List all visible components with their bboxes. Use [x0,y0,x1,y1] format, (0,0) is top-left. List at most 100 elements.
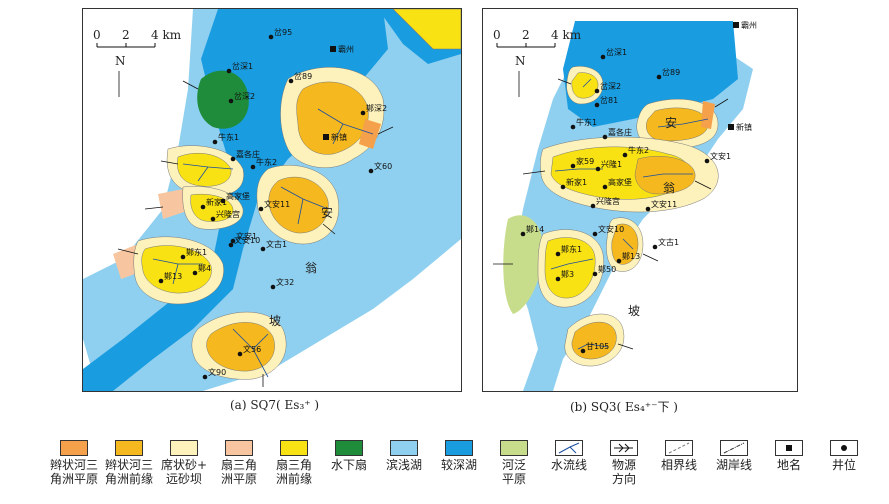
svg-text:4 km: 4 km [551,28,582,42]
well-label: 兴隆宫 [596,196,620,206]
well-marker [656,74,662,80]
swatch-braided-delta-plain [60,440,88,456]
well-label: 文安1 [236,231,257,241]
well-marker [594,102,600,108]
well-marker [555,251,561,257]
legend-label: 辫状河三 角洲前缘 [104,458,153,486]
well-label: 牛东2 [256,157,277,167]
well-label: 鄚4 [198,263,211,273]
well-label: 文32 [276,277,294,287]
place-marker [330,46,336,52]
well-marker [202,374,208,380]
legend-label: 物源 方向 [611,458,636,486]
well-marker [704,158,710,164]
well-marker [616,258,622,264]
lake-shoreline-icon [720,440,748,456]
swatch-floodplain [500,440,528,456]
well-label: 高家堡 [608,177,632,187]
water-body-label: 坡 [628,304,640,318]
svg-text:2: 2 [522,28,530,42]
legend-label: 辫状河三 角洲平原 [49,458,98,486]
well-marker [220,198,226,204]
legend-label: 相界线 [660,458,697,472]
swatch-braided-delta-front [115,440,143,456]
legend-item: 辫状河三 角洲前缘 [95,440,163,486]
well-marker [595,166,601,172]
place-marker [728,124,734,130]
well-label: 兴隆宫 [216,209,240,219]
legend-label: 扇三角 洲平原 [220,458,257,486]
well-label: 文古1 [266,239,287,249]
well-label: 鄚3 [561,269,574,279]
svg-text:4 km: 4 km [151,28,182,42]
well-marker [210,216,216,222]
well-marker [226,68,232,74]
well-label: 文安11 [264,199,290,209]
well-marker [268,34,274,40]
well-marker [580,348,586,354]
scale-bar: 0 2 4 km [93,28,182,48]
well-label: 文56 [243,344,261,354]
well-label: 文古1 [658,237,679,247]
north-arrow: N [515,54,526,97]
water-body-label: 坡 [269,314,281,328]
well-label: 岔深2 [234,91,255,101]
well-label: 鄚50 [598,264,616,274]
well-marker [592,271,598,277]
well-marker [590,203,596,209]
legend: 辫状河三 角洲平原 辫状河三 角洲前缘 席状砂+ 远砂坝 扇三角 洲平原 扇三角 洲前缘… [40,440,880,500]
well-marker [250,164,256,170]
north-arrow: N [115,54,126,97]
well-marker [520,231,526,237]
well-label: 嘉各庄 [236,149,260,159]
well-label: 鄚深2 [366,103,387,113]
well-marker [652,244,658,250]
source-direction-icon [610,440,638,456]
legend-item: 扇三角 洲平原 [205,440,273,486]
legend-label: 滨浅湖 [385,458,422,472]
well-label: 岔深1 [606,47,627,57]
well-label: 文安10 [234,235,260,245]
legend-item: 水下扇 [315,440,383,472]
legend-item: 相界线 [645,440,713,472]
well-label: 家59 [576,156,594,166]
legend-item: 辫状河三 角洲平原 [40,440,108,486]
water-body-label: 翁 [305,261,317,275]
well-marker [230,238,236,244]
well-label: 岔89 [294,71,312,81]
well-marker [555,276,561,282]
well-marker [602,134,608,140]
well-location-icon [830,440,858,456]
water-body-label: 安 [321,205,333,220]
flow-line-icon [555,440,583,456]
place-label: 霸州 [741,21,757,30]
well-marker [602,184,608,190]
legend-label: 水流线 [550,458,587,472]
source-direction-arrows [117,80,394,387]
svg-text:0: 0 [93,28,101,42]
legend-item: 河泛 平原 [480,440,548,486]
well-label: 文90 [208,367,226,377]
legend-label: 地名 [776,458,801,472]
well-marker [158,278,164,284]
legend-item: 物源 方向 [590,440,658,486]
well-marker [212,139,218,145]
source-direction-arrows [493,78,729,350]
well-label: 鄚东1 [186,247,207,257]
swatch-fan-delta-plain [225,440,253,456]
place-label: 新镇 [331,132,347,142]
well-marker [570,163,576,169]
well-marker [560,184,566,190]
well-label: 岔深1 [232,61,253,71]
legend-item: 湖岸线 [700,440,768,472]
place-marker [323,134,329,140]
well-label: 兴隆1 [601,159,622,169]
well-marker [258,206,264,212]
legend-label: 席状砂+ 远砂坝 [160,458,208,486]
well-marker [260,246,266,252]
swatch-shore-shallow-lake [390,440,418,456]
well-label: 牛东1 [576,117,597,127]
well-label: 岔81 [600,95,618,105]
well-label: 嘉各庄 [608,127,632,137]
